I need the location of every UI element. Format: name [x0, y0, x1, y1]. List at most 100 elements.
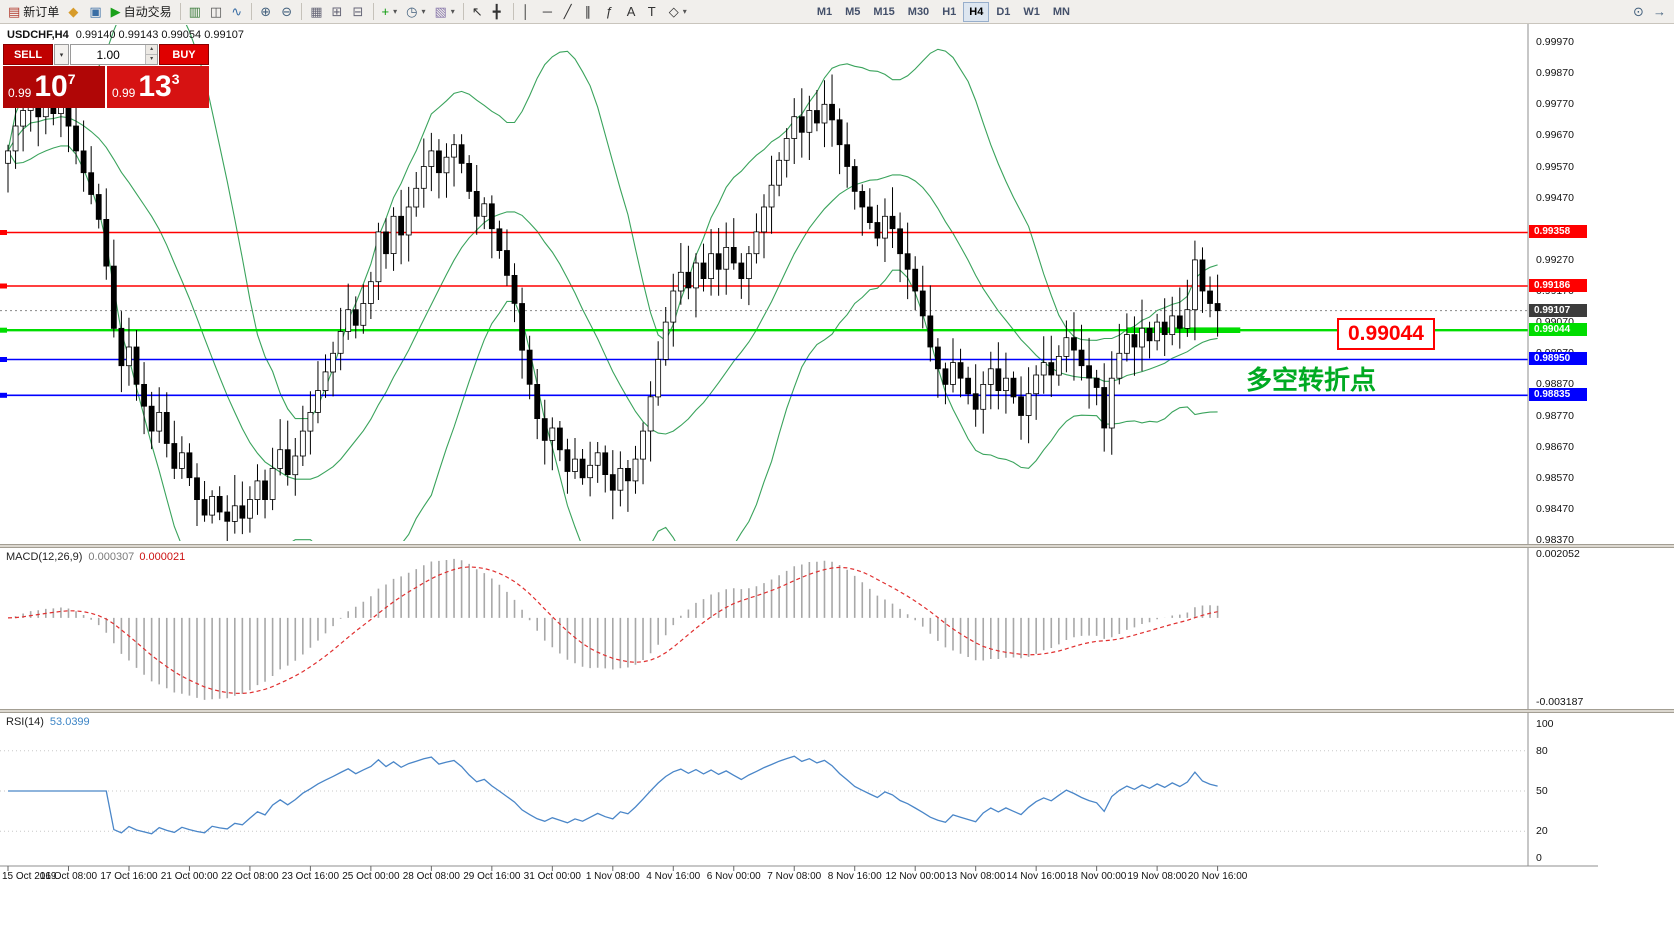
timeframe-mn-button[interactable]: MN	[1047, 2, 1076, 22]
price-callout-annotation[interactable]: 0.99044	[1337, 318, 1435, 351]
macd-signal-value: 0.000021	[139, 551, 186, 563]
time-tick-label: 7 Nov 08:00	[767, 871, 822, 882]
panel-splitter-macd[interactable]	[0, 544, 1674, 548]
price-tick-label: 0.99970	[1536, 36, 1574, 48]
time-tick-label: 13 Nov 08:00	[945, 871, 1006, 882]
panel-splitter-rsi[interactable]	[0, 709, 1674, 713]
periods-icon: ◷	[406, 4, 418, 19]
cascade-windows-button[interactable]: ⊟	[349, 2, 369, 22]
timeframe-m15-button[interactable]: M15	[867, 2, 900, 22]
indicators-icon: +	[381, 4, 390, 19]
price-tick-label: 0.98570	[1536, 472, 1574, 484]
line-edge-marker	[0, 283, 7, 289]
chevron-down-icon: ▾	[450, 7, 455, 16]
tile-windows-button[interactable]: ⊞	[328, 2, 348, 22]
timeframe-w1-button[interactable]: W1	[1017, 2, 1046, 22]
cursor-button[interactable]: ↖	[468, 2, 488, 22]
timeframe-d1-button[interactable]: D1	[990, 2, 1016, 22]
cascade-windows-icon: ⊟	[352, 4, 364, 19]
bar-chart-button[interactable]: ▥	[185, 2, 205, 22]
timeframe-m1-button[interactable]: M1	[811, 2, 838, 22]
volume-field: ▴ ▾	[70, 44, 158, 65]
search-button[interactable]: ⊙	[1629, 2, 1649, 22]
line-edge-marker	[0, 392, 7, 398]
time-axis[interactable]: 15 Oct 2019 16 Oct 08:00 17 Oct 16:00 21 Oc…	[0, 868, 1674, 885]
time-tick-label: 22 Oct 08:00	[221, 871, 279, 882]
line-chart-button[interactable]: ∿	[227, 2, 247, 22]
grid-icon: ▦	[310, 4, 323, 19]
rsi-scale-0: 0	[1536, 852, 1542, 864]
rsi-value: 53.0399	[49, 716, 90, 728]
data-window-button[interactable]: ▣	[85, 2, 105, 22]
zoom-in-button[interactable]: ⊕	[256, 2, 276, 22]
time-tick-label: 14 Nov 16:00	[1006, 871, 1066, 882]
volume-up-button[interactable]: ▴	[146, 45, 157, 55]
buy-price-prefix: 0.99	[112, 86, 136, 100]
bar-chart-icon: ▥	[188, 4, 201, 19]
timeframe-h1-button[interactable]: H1	[936, 2, 962, 22]
step-forward-button[interactable]: →	[1649, 2, 1670, 22]
templates-button[interactable]: ▧ ▾	[430, 2, 458, 22]
toolbar-separator	[179, 3, 181, 20]
price-scale[interactable]: 0.002052 -0.003187 100 80 50 20 0 0.9997…	[1528, 24, 1674, 868]
turning-point-annotation[interactable]: 多空转折点	[1246, 365, 1377, 395]
tile-windows-icon: ⊞	[331, 4, 343, 19]
time-tick-label: 23 Oct 16:00	[281, 871, 340, 882]
ohlc-values: 0.99140 0.99143 0.99054 0.99107	[75, 29, 244, 41]
line-edge-marker	[0, 357, 7, 362]
periods-button[interactable]: ◷ ▾	[402, 2, 429, 22]
rsi-scale-100: 100	[1536, 718, 1554, 730]
time-tick-label: 17 Oct 16:00	[100, 871, 158, 882]
price-tick-label: 0.98470	[1536, 503, 1574, 515]
profiles-button[interactable]: ◆	[64, 2, 84, 22]
pivot-price-tag: 0.99044	[1529, 323, 1587, 336]
buy-price-display[interactable]: 0.99 13 3	[107, 66, 209, 108]
time-tick-label: 25 Oct 00:00	[342, 871, 400, 882]
volume-down-button[interactable]: ▾	[146, 55, 157, 64]
volume-stepper: ▴ ▾	[145, 45, 157, 64]
indicators-button[interactable]: + ▾	[378, 2, 402, 22]
fibonacci-button[interactable]: ƒ	[602, 2, 622, 22]
trendline-button[interactable]: ╱	[560, 2, 580, 22]
text-label-button[interactable]: T	[644, 2, 664, 22]
sell-price-sup: 7	[67, 71, 76, 87]
zoom-out-button[interactable]: ⊖	[277, 2, 297, 22]
time-tick-label: 31 Oct 00:00	[523, 871, 581, 882]
new-order-label: 新订单	[23, 5, 60, 19]
horizontal-line-button[interactable]: ─	[539, 2, 559, 22]
crosshair-icon: ╋	[492, 4, 501, 19]
new-order-button[interactable]: ▤ 新订单	[4, 2, 63, 22]
sell-price-display[interactable]: 0.99 10 7	[3, 66, 105, 108]
toolbar-right-group: ⊙ →	[1629, 2, 1670, 22]
macd-histogram	[14, 558, 1219, 700]
line-edge-marker	[0, 327, 7, 333]
volume-dropdown-button[interactable]: ▾	[54, 44, 69, 65]
macd-scale-max: 0.002052	[1536, 548, 1580, 560]
rsi-panel-label: RSI(14) 53.0399	[6, 716, 90, 728]
buy-button[interactable]: BUY	[159, 44, 209, 65]
candlestick-series	[5, 74, 1221, 541]
macd-scale-min: -0.003187	[1536, 696, 1584, 708]
autotrade-icon: ▶	[110, 4, 121, 19]
grid-button[interactable]: ▦	[306, 2, 326, 22]
vertical-line-button[interactable]: │	[518, 2, 538, 22]
timeframe-m30-button[interactable]: M30	[902, 2, 935, 22]
step-forward-icon: →	[1653, 4, 1666, 19]
crosshair-button[interactable]: ╋	[489, 2, 509, 22]
time-tick-label: 12 Nov 00:00	[885, 871, 945, 882]
text-button[interactable]: A	[623, 2, 643, 22]
autotrade-button[interactable]: ▶ 自动交易	[107, 2, 176, 22]
channel-button[interactable]: ∥	[581, 2, 601, 22]
candlestick-chart-button[interactable]: ◫	[206, 2, 226, 22]
text-label-icon: T	[647, 4, 656, 19]
chevron-down-icon: ▾	[393, 7, 398, 16]
data-window-icon: ▣	[89, 4, 102, 19]
timeframe-h4-button[interactable]: H4	[963, 1, 990, 22]
pivot-zone-bar	[1126, 327, 1241, 333]
toolbar-separator	[372, 3, 374, 20]
sell-button[interactable]: SELL	[3, 44, 53, 65]
timeframe-m5-button[interactable]: M5	[839, 2, 866, 22]
volume-input[interactable]	[71, 45, 146, 64]
shapes-button[interactable]: ◇ ▾	[665, 2, 691, 22]
